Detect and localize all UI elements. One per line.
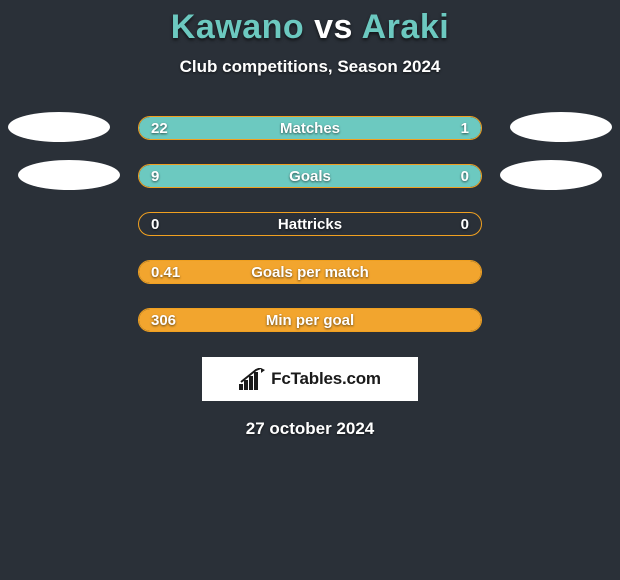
stat-row: 90Goals bbox=[0, 163, 620, 189]
player-right-name: Araki bbox=[362, 8, 450, 46]
stat-row: 0.41Goals per match bbox=[0, 259, 620, 285]
date-text: 27 october 2024 bbox=[246, 419, 375, 439]
subtitle: Club competitions, Season 2024 bbox=[180, 57, 441, 77]
stat-bar: 221Matches bbox=[138, 116, 482, 140]
player-right-avatar bbox=[510, 112, 612, 142]
vs-text: vs bbox=[314, 8, 353, 46]
fctables-logo-icon bbox=[239, 368, 265, 390]
page-title: Kawano vs Araki bbox=[171, 8, 449, 47]
stat-row: 221Matches bbox=[0, 115, 620, 141]
player-right-avatar bbox=[500, 160, 602, 190]
stats-rows: 221Matches 90Goals 00Hattricks 0.41Goals pe… bbox=[0, 115, 620, 333]
stat-row: 306Min per goal bbox=[0, 307, 620, 333]
player-left-name: Kawano bbox=[171, 8, 304, 46]
player-left-avatar bbox=[18, 160, 120, 190]
stat-bar: 306Min per goal bbox=[138, 308, 482, 332]
player-left-avatar bbox=[8, 112, 110, 142]
stat-bar: 00Hattricks bbox=[138, 212, 482, 236]
logo-box: FcTables.com bbox=[202, 357, 418, 401]
stat-bar: 90Goals bbox=[138, 164, 482, 188]
infographic-container: Kawano vs Araki Club competitions, Seaso… bbox=[0, 0, 620, 439]
stat-label: Matches bbox=[139, 117, 481, 139]
stat-bar: 0.41Goals per match bbox=[138, 260, 482, 284]
stat-label: Goals bbox=[139, 165, 481, 187]
stat-label: Hattricks bbox=[139, 213, 481, 235]
stat-label: Goals per match bbox=[139, 261, 481, 283]
stat-row: 00Hattricks bbox=[0, 211, 620, 237]
logo-text: FcTables.com bbox=[271, 369, 381, 389]
stat-label: Min per goal bbox=[139, 309, 481, 331]
